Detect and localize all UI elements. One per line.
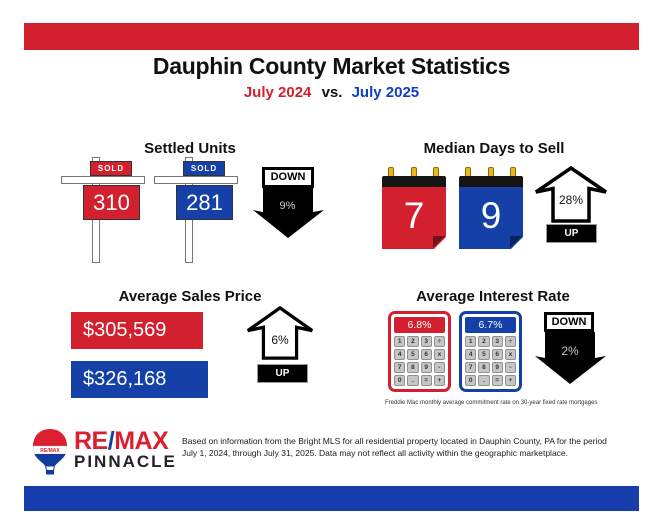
sold-sign-2024: SOLD 310 xyxy=(61,157,153,263)
sales-price-section: Average Sales Price $305,569 $326,168 6%… xyxy=(40,285,340,410)
interest-rate-direction-label: DOWN xyxy=(544,312,594,332)
interest-rate-2025-value: 6.7% xyxy=(465,317,516,333)
calc-key: - xyxy=(433,362,445,373)
calculator-icon-2025: 6.7% 1 2 3 ÷ 4 5 6 x 7 8 9 - 0 . = + xyxy=(459,311,522,392)
calc-key: 3 xyxy=(420,336,432,347)
median-days-change-percent: 28% xyxy=(558,193,584,207)
calc-key: = xyxy=(420,375,432,386)
calendar-header xyxy=(382,176,446,187)
down-arrow-icon xyxy=(535,332,606,384)
median-days-section: Median Days to Sell 7 9 28% UP xyxy=(370,138,655,273)
brand-wordmark: RE/MAX PINNACLE xyxy=(74,427,177,471)
subtitle-vs: vs. xyxy=(321,84,343,101)
calc-key: 8 xyxy=(407,362,419,373)
settled-units-direction-label: DOWN xyxy=(262,167,314,188)
down-arrow-icon xyxy=(253,186,324,238)
remax-balloon-icon: RE/MAX xyxy=(32,429,68,475)
calc-key: . xyxy=(478,375,490,386)
calc-key: 2 xyxy=(478,336,490,347)
calculator-keys: 1 2 3 ÷ 4 5 6 x 7 8 9 - 0 . = + xyxy=(394,336,445,386)
calc-key: 2 xyxy=(407,336,419,347)
sales-price-2025-value: $326,168 xyxy=(71,361,208,398)
sold-tab-2024: SOLD xyxy=(90,161,132,176)
subtitle: July 2024 vs. July 2025 xyxy=(0,84,663,101)
calc-key: 0 xyxy=(394,375,406,386)
median-days-title: Median Days to Sell xyxy=(423,140,565,157)
calculator-icon-2024: 6.8% 1 2 3 ÷ 4 5 6 x 7 8 9 - 0 . = + xyxy=(388,311,451,392)
up-arrow-icon xyxy=(535,166,607,223)
calc-key: x xyxy=(433,349,445,360)
calc-key: 5 xyxy=(407,349,419,360)
interest-rate-footnote: Freddie Mac monthly average commitment r… xyxy=(385,400,598,406)
calculator-keys: 1 2 3 ÷ 4 5 6 x 7 8 9 - 0 . = + xyxy=(465,336,516,386)
interest-rate-2024-value: 6.8% xyxy=(394,317,445,333)
brand-max: MAX xyxy=(114,427,169,455)
sales-price-direction-label: UP xyxy=(257,364,308,383)
median-days-2025-value: 9 xyxy=(459,187,523,249)
calc-key: 7 xyxy=(394,362,406,373)
sold-sign-2025: SOLD 281 xyxy=(154,157,246,263)
sales-price-change-percent: 6% xyxy=(271,333,289,347)
calc-key: 1 xyxy=(465,336,477,347)
brand-remax: RE/MAX xyxy=(74,427,177,455)
calc-key: 6 xyxy=(491,349,503,360)
settled-units-2024-value: 310 xyxy=(83,185,140,220)
calc-key: 9 xyxy=(491,362,503,373)
median-days-2024-value: 7 xyxy=(382,187,446,249)
calc-key: 7 xyxy=(465,362,477,373)
calc-key: 4 xyxy=(465,349,477,360)
calc-key: + xyxy=(433,375,445,386)
settled-units-title: Settled Units xyxy=(144,140,236,157)
interest-rate-title: Average Interest Rate xyxy=(416,288,570,305)
sign-crossbar xyxy=(154,176,238,184)
bottom-blue-bar xyxy=(24,486,639,511)
brand-slash: / xyxy=(107,427,115,455)
calc-key: . xyxy=(407,375,419,386)
calc-key: 4 xyxy=(394,349,406,360)
calc-key: ÷ xyxy=(504,336,516,347)
calc-key: = xyxy=(491,375,503,386)
brand-re: RE xyxy=(74,427,108,455)
top-red-bar xyxy=(24,23,639,50)
sales-price-title: Average Sales Price xyxy=(118,288,262,305)
calc-key: x xyxy=(504,349,516,360)
disclaimer-line-1: Based on information from the Bright MLS… xyxy=(182,436,607,446)
page-title: Dauphin County Market Statistics xyxy=(152,53,511,79)
balloon-remax-text: RE/MAX xyxy=(40,448,60,454)
settled-units-change-percent: 9% xyxy=(279,200,296,212)
footer: RE/MAX RE/MAX PINNACLE Based on informat… xyxy=(24,425,639,483)
sales-price-2024-value: $305,569 xyxy=(71,312,203,349)
calc-key: - xyxy=(504,362,516,373)
calendar-icon-2024: 7 xyxy=(382,167,447,250)
calc-key: 8 xyxy=(478,362,490,373)
calc-key: + xyxy=(504,375,516,386)
sold-tab-2025: SOLD xyxy=(183,161,225,176)
disclaimer-line-2: July 1, 2024, through July 31, 2025. Dat… xyxy=(182,447,569,458)
interest-rate-change-percent: 2% xyxy=(561,344,579,358)
brand-pinnacle: PINNACLE xyxy=(74,452,177,471)
calc-key: 1 xyxy=(394,336,406,347)
settled-units-section: Settled Units SOLD 310 SOLD 281 DOWN 9% xyxy=(40,138,340,273)
sign-crossbar xyxy=(61,176,145,184)
median-days-direction-label: UP xyxy=(546,224,597,243)
settled-units-2025-value: 281 xyxy=(176,185,233,220)
calc-key: 6 xyxy=(420,349,432,360)
calc-key: ÷ xyxy=(433,336,445,347)
up-arrow-icon xyxy=(246,306,314,360)
calc-key: 3 xyxy=(491,336,503,347)
interest-rate-section: Average Interest Rate 6.8% 1 2 3 ÷ 4 5 6… xyxy=(370,285,655,415)
calc-key: 9 xyxy=(420,362,432,373)
calc-key: 0 xyxy=(465,375,477,386)
calendar-icon-2025: 9 xyxy=(459,167,524,250)
disclaimer-text: Based on information from the Bright MLS… xyxy=(182,436,622,459)
subtitle-july-2024: July 2024 xyxy=(243,84,312,101)
calc-key: 5 xyxy=(478,349,490,360)
calendar-header xyxy=(459,176,523,187)
subtitle-july-2025: July 2025 xyxy=(351,84,420,101)
